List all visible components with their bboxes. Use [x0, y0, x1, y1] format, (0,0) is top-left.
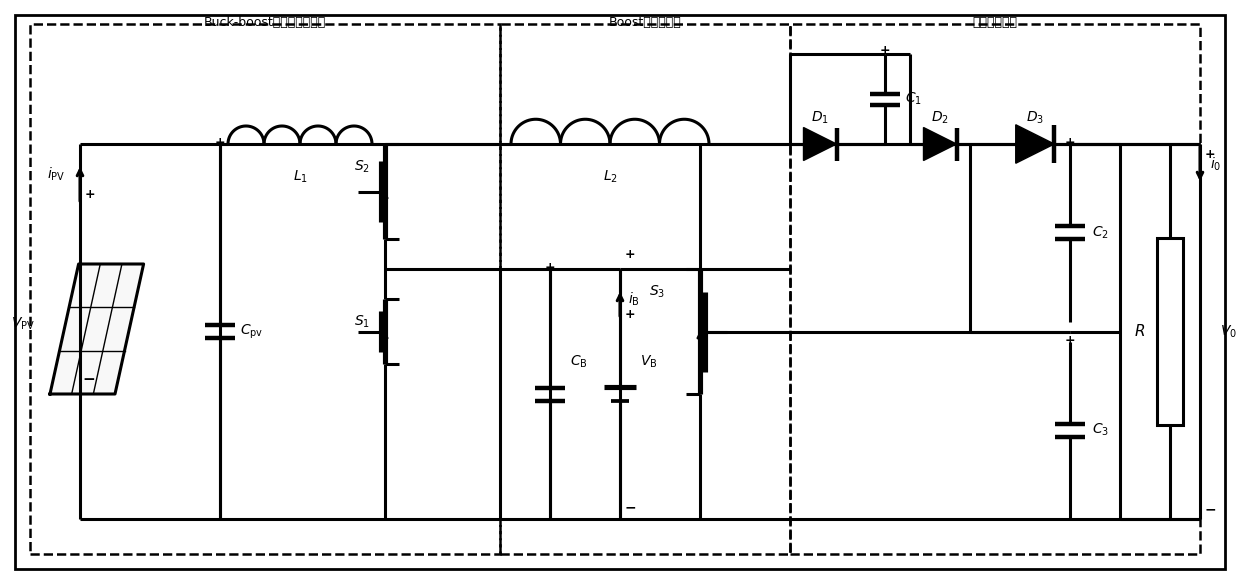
Text: $C_\mathrm{B}$: $C_\mathrm{B}$ — [570, 353, 588, 370]
Text: +: + — [1205, 148, 1215, 161]
Bar — [790, 24, 1200, 554]
Text: $D_2$: $D_2$ — [931, 110, 949, 126]
Text: $L_2$: $L_2$ — [603, 169, 618, 185]
Text: $L_1$: $L_1$ — [293, 169, 308, 185]
Bar — [500, 24, 790, 554]
Text: +: + — [879, 44, 890, 57]
Bar — [30, 24, 500, 554]
Text: $V_\mathrm{B}$: $V_\mathrm{B}$ — [640, 353, 657, 370]
Text: +: + — [215, 136, 226, 149]
Text: Boost直流变换器: Boost直流变换器 — [609, 16, 681, 29]
Text: −: − — [1205, 502, 1216, 516]
Text: +: + — [86, 187, 95, 200]
Text: $C_2$: $C_2$ — [1092, 225, 1109, 241]
Text: +: + — [544, 261, 556, 274]
Text: $V_\mathrm{PV}$: $V_\mathrm{PV}$ — [11, 316, 35, 332]
Text: $V_0$: $V_0$ — [1220, 324, 1238, 340]
Polygon shape — [804, 127, 837, 161]
Text: $i_\mathrm{B}$: $i_\mathrm{B}$ — [627, 290, 640, 308]
Text: +: + — [625, 308, 636, 321]
Text: $C_3$: $C_3$ — [1092, 422, 1109, 439]
Text: $S_3$: $S_3$ — [649, 284, 665, 300]
Text: $i_\mathrm{PV}$: $i_\mathrm{PV}$ — [47, 165, 64, 183]
Text: $R$: $R$ — [1135, 324, 1146, 339]
Polygon shape — [1016, 125, 1054, 164]
Text: 开关电容单元: 开关电容单元 — [972, 16, 1018, 29]
Polygon shape — [50, 264, 144, 394]
Bar — [1157, 238, 1183, 425]
Text: $C_\mathrm{pv}$: $C_\mathrm{pv}$ — [241, 322, 263, 340]
Text: +: + — [1065, 333, 1075, 346]
Text: $D_3$: $D_3$ — [1025, 110, 1044, 126]
Text: +: + — [1065, 136, 1075, 149]
Text: $C_1$: $C_1$ — [905, 91, 921, 107]
Polygon shape — [924, 127, 956, 161]
Text: $S_2$: $S_2$ — [353, 159, 370, 175]
Text: $i_0$: $i_0$ — [1210, 155, 1221, 173]
Text: −: − — [82, 371, 94, 387]
Text: +: + — [625, 248, 636, 261]
Text: Buck-boost双向直流变换器: Buck-boost双向直流变换器 — [203, 16, 326, 29]
Text: −: − — [625, 500, 636, 514]
Text: $S_1$: $S_1$ — [353, 314, 370, 331]
Text: $D_1$: $D_1$ — [811, 110, 830, 126]
